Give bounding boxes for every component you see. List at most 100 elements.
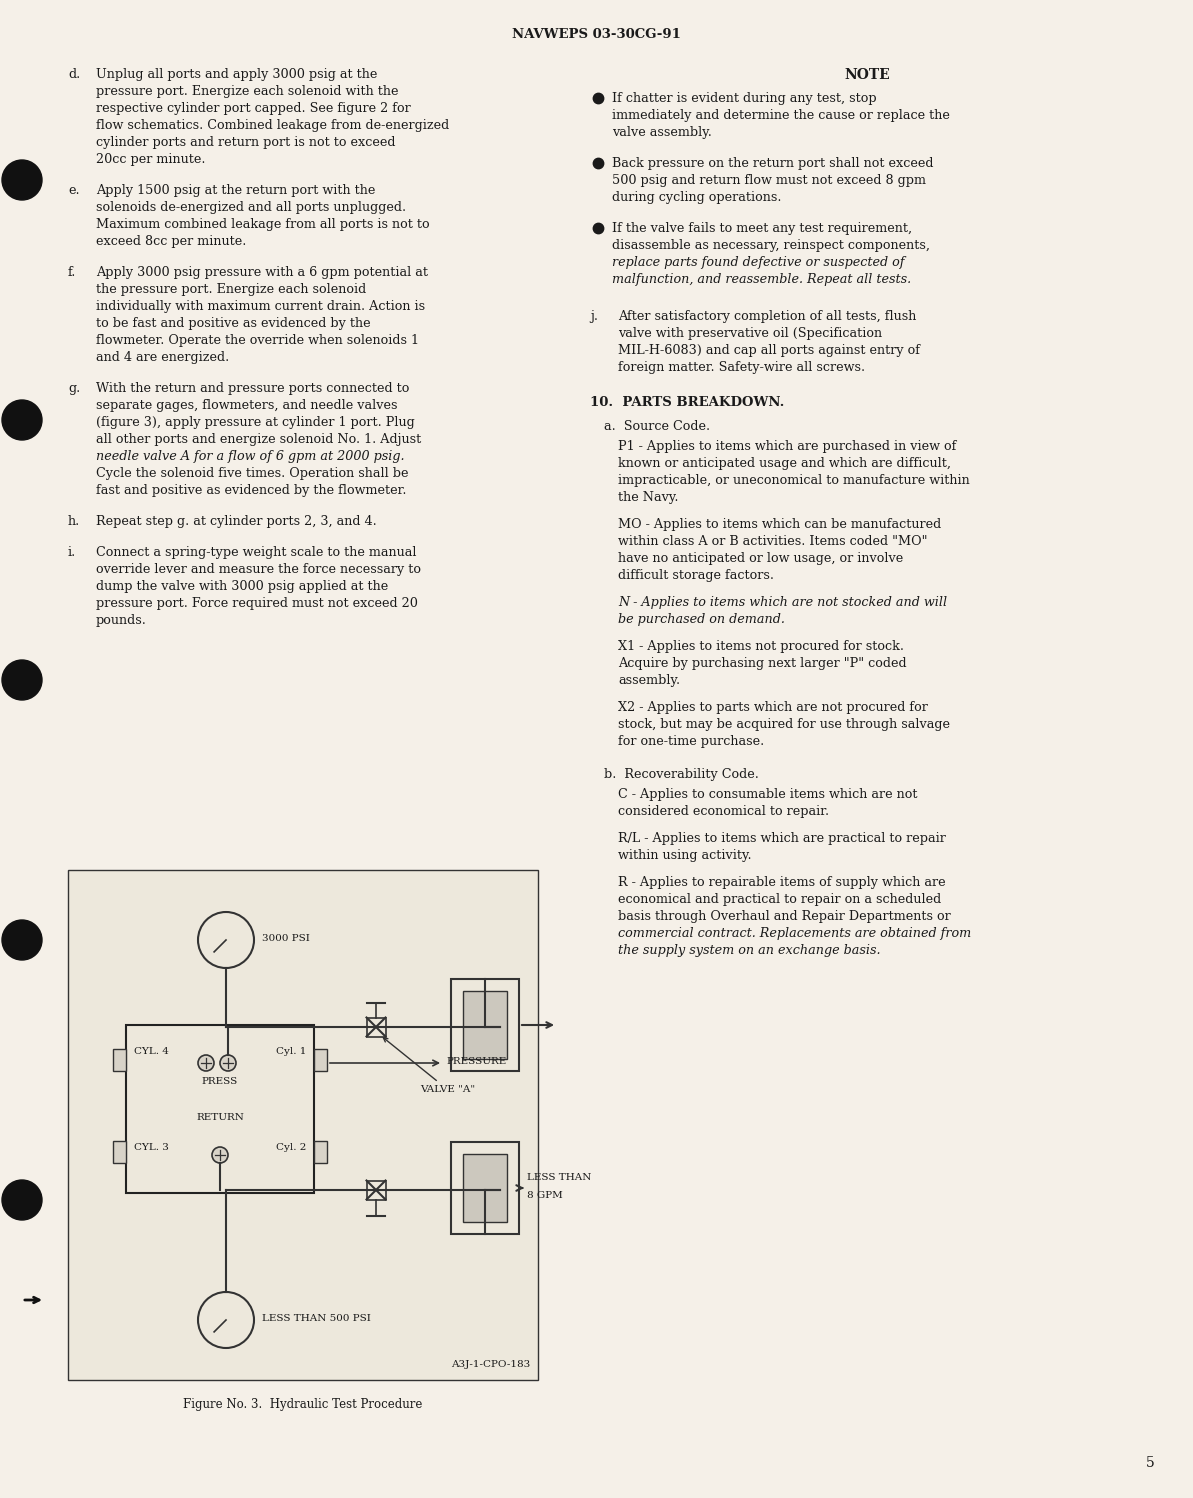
Text: (figure 3), apply pressure at cylinder 1 port. Plug: (figure 3), apply pressure at cylinder 1… bbox=[95, 416, 415, 428]
Text: PRESSURE: PRESSURE bbox=[446, 1056, 506, 1065]
Circle shape bbox=[2, 920, 42, 960]
Circle shape bbox=[212, 1147, 228, 1162]
Text: pounds.: pounds. bbox=[95, 614, 147, 628]
Text: j.: j. bbox=[591, 310, 598, 324]
Text: CYL. 4: CYL. 4 bbox=[134, 1047, 169, 1056]
Text: PRESS: PRESS bbox=[202, 1077, 239, 1086]
Text: Maximum combined leakage from all ports is not to: Maximum combined leakage from all ports … bbox=[95, 219, 429, 231]
Text: 500 psig and return flow must not exceed 8 gpm: 500 psig and return flow must not exceed… bbox=[612, 174, 926, 187]
Text: within using activity.: within using activity. bbox=[618, 849, 752, 861]
Text: h.: h. bbox=[68, 515, 80, 527]
Text: valve with preservative oil (Specification: valve with preservative oil (Specificati… bbox=[618, 327, 882, 340]
Text: pressure port. Force required must not exceed 20: pressure port. Force required must not e… bbox=[95, 598, 418, 610]
Text: RETURN: RETURN bbox=[196, 1113, 243, 1122]
Text: b.  Recoverability Code.: b. Recoverability Code. bbox=[604, 768, 759, 780]
Text: immediately and determine the cause or replace the: immediately and determine the cause or r… bbox=[612, 109, 950, 121]
Text: Back pressure on the return port shall not exceed: Back pressure on the return port shall n… bbox=[612, 157, 933, 169]
Text: the supply system on an exchange basis.: the supply system on an exchange basis. bbox=[618, 944, 880, 957]
Text: fast and positive as evidenced by the flowmeter.: fast and positive as evidenced by the fl… bbox=[95, 484, 407, 497]
Text: foreign matter. Safety-wire all screws.: foreign matter. Safety-wire all screws. bbox=[618, 361, 865, 374]
Text: flowmeter. Operate the override when solenoids 1: flowmeter. Operate the override when sol… bbox=[95, 334, 419, 348]
Text: have no anticipated or low usage, or involve: have no anticipated or low usage, or inv… bbox=[618, 551, 903, 565]
Text: within class A or B activities. Items coded "MO": within class A or B activities. Items co… bbox=[618, 535, 927, 548]
Text: 3000 PSI: 3000 PSI bbox=[262, 933, 310, 944]
Text: commercial contract. Replacements are obtained from: commercial contract. Replacements are ob… bbox=[618, 927, 971, 941]
Text: individually with maximum current drain. Action is: individually with maximum current drain.… bbox=[95, 300, 425, 313]
Text: Connect a spring-type weight scale to the manual: Connect a spring-type weight scale to th… bbox=[95, 545, 416, 559]
Text: NOTE: NOTE bbox=[845, 67, 890, 82]
Text: pressure port. Energize each solenoid with the: pressure port. Energize each solenoid wi… bbox=[95, 85, 398, 97]
Text: basis through Overhaul and Repair Departments or: basis through Overhaul and Repair Depart… bbox=[618, 909, 951, 923]
Text: all other ports and energize solenoid No. 1. Adjust: all other ports and energize solenoid No… bbox=[95, 433, 421, 446]
Text: Apply 1500 psig at the return port with the: Apply 1500 psig at the return port with … bbox=[95, 184, 376, 198]
Bar bbox=[451, 980, 519, 1071]
Text: assembly.: assembly. bbox=[618, 674, 680, 688]
Bar bbox=[113, 1049, 126, 1071]
Text: MIL-H-6083) and cap all ports against entry of: MIL-H-6083) and cap all ports against en… bbox=[618, 345, 920, 357]
Text: valve assembly.: valve assembly. bbox=[612, 126, 712, 139]
Text: MO - Applies to items which can be manufactured: MO - Applies to items which can be manuf… bbox=[618, 518, 941, 530]
Bar bbox=[451, 1141, 519, 1234]
Bar bbox=[463, 992, 507, 1059]
Text: N - Applies to items which are not stocked and will: N - Applies to items which are not stock… bbox=[618, 596, 947, 610]
Text: VALVE "A": VALVE "A" bbox=[383, 1038, 475, 1094]
Text: impracticable, or uneconomical to manufacture within: impracticable, or uneconomical to manufa… bbox=[618, 473, 970, 487]
Text: the pressure port. Energize each solenoid: the pressure port. Energize each solenoi… bbox=[95, 283, 366, 297]
Text: flow schematics. Combined leakage from de-energized: flow schematics. Combined leakage from d… bbox=[95, 118, 450, 132]
Text: Apply 3000 psig pressure with a 6 gpm potential at: Apply 3000 psig pressure with a 6 gpm po… bbox=[95, 267, 428, 279]
Bar bbox=[366, 1180, 385, 1200]
Text: If chatter is evident during any test, stop: If chatter is evident during any test, s… bbox=[612, 91, 877, 105]
Text: needle valve A for a flow of 6 gpm at 2000 psig.: needle valve A for a flow of 6 gpm at 20… bbox=[95, 449, 404, 463]
Text: X2 - Applies to parts which are not procured for: X2 - Applies to parts which are not proc… bbox=[618, 701, 928, 715]
Text: P1 - Applies to items which are purchased in view of: P1 - Applies to items which are purchase… bbox=[618, 440, 957, 452]
Text: e.: e. bbox=[68, 184, 80, 198]
Bar bbox=[68, 870, 538, 1380]
Text: solenoids de-energized and all ports unplugged.: solenoids de-energized and all ports unp… bbox=[95, 201, 406, 214]
Text: replace parts found defective or suspected of: replace parts found defective or suspect… bbox=[612, 256, 904, 270]
Circle shape bbox=[2, 160, 42, 201]
Bar bbox=[314, 1141, 327, 1162]
Text: stock, but may be acquired for use through salvage: stock, but may be acquired for use throu… bbox=[618, 718, 950, 731]
Text: R/L - Applies to items which are practical to repair: R/L - Applies to items which are practic… bbox=[618, 831, 946, 845]
Text: If the valve fails to meet any test requirement,: If the valve fails to meet any test requ… bbox=[612, 222, 913, 235]
Text: R - Applies to repairable items of supply which are: R - Applies to repairable items of suppl… bbox=[618, 876, 946, 888]
Text: 8 GPM: 8 GPM bbox=[527, 1191, 563, 1200]
Text: i.: i. bbox=[68, 545, 76, 559]
Circle shape bbox=[2, 1180, 42, 1219]
Text: LESS THAN 500 PSI: LESS THAN 500 PSI bbox=[262, 1314, 371, 1323]
Bar bbox=[113, 1141, 126, 1162]
Text: Unplug all ports and apply 3000 psig at the: Unplug all ports and apply 3000 psig at … bbox=[95, 67, 377, 81]
Text: X1 - Applies to items not procured for stock.: X1 - Applies to items not procured for s… bbox=[618, 640, 904, 653]
Text: Figure No. 3.  Hydraulic Test Procedure: Figure No. 3. Hydraulic Test Procedure bbox=[184, 1398, 422, 1411]
Text: 10.  PARTS BREAKDOWN.: 10. PARTS BREAKDOWN. bbox=[591, 395, 784, 409]
Text: CYL. 3: CYL. 3 bbox=[134, 1143, 169, 1152]
Text: 5: 5 bbox=[1146, 1456, 1155, 1470]
Text: known or anticipated usage and which are difficult,: known or anticipated usage and which are… bbox=[618, 457, 951, 470]
Text: override lever and measure the force necessary to: override lever and measure the force nec… bbox=[95, 563, 421, 577]
Text: A3J-1-CPO-183: A3J-1-CPO-183 bbox=[451, 1360, 530, 1369]
Text: during cycling operations.: during cycling operations. bbox=[612, 192, 781, 204]
Text: Cyl. 1: Cyl. 1 bbox=[276, 1047, 305, 1056]
Circle shape bbox=[2, 661, 42, 700]
Text: malfunction, and reassemble. Repeat all tests.: malfunction, and reassemble. Repeat all … bbox=[612, 273, 911, 286]
Text: cylinder ports and return port is not to exceed: cylinder ports and return port is not to… bbox=[95, 136, 396, 148]
Circle shape bbox=[198, 1291, 254, 1348]
Circle shape bbox=[2, 400, 42, 440]
Bar bbox=[463, 1153, 507, 1222]
Text: a.  Source Code.: a. Source Code. bbox=[604, 419, 710, 433]
Text: g.: g. bbox=[68, 382, 80, 395]
Text: d.: d. bbox=[68, 67, 80, 81]
Text: the Navy.: the Navy. bbox=[618, 491, 679, 503]
Text: NAVWEPS 03-30CG-91: NAVWEPS 03-30CG-91 bbox=[512, 28, 680, 40]
Text: considered economical to repair.: considered economical to repair. bbox=[618, 804, 829, 818]
Text: f.: f. bbox=[68, 267, 76, 279]
Text: for one-time purchase.: for one-time purchase. bbox=[618, 736, 765, 748]
Text: Repeat step g. at cylinder ports 2, 3, and 4.: Repeat step g. at cylinder ports 2, 3, a… bbox=[95, 515, 377, 527]
Text: Acquire by purchasing next larger "P" coded: Acquire by purchasing next larger "P" co… bbox=[618, 658, 907, 670]
Text: difficult storage factors.: difficult storage factors. bbox=[618, 569, 774, 583]
Text: disassemble as necessary, reinspect components,: disassemble as necessary, reinspect comp… bbox=[612, 240, 931, 252]
Text: to be fast and positive as evidenced by the: to be fast and positive as evidenced by … bbox=[95, 318, 371, 330]
Text: After satisfactory completion of all tests, flush: After satisfactory completion of all tes… bbox=[618, 310, 916, 324]
Circle shape bbox=[220, 1055, 236, 1071]
Text: Cycle the solenoid five times. Operation shall be: Cycle the solenoid five times. Operation… bbox=[95, 467, 408, 479]
